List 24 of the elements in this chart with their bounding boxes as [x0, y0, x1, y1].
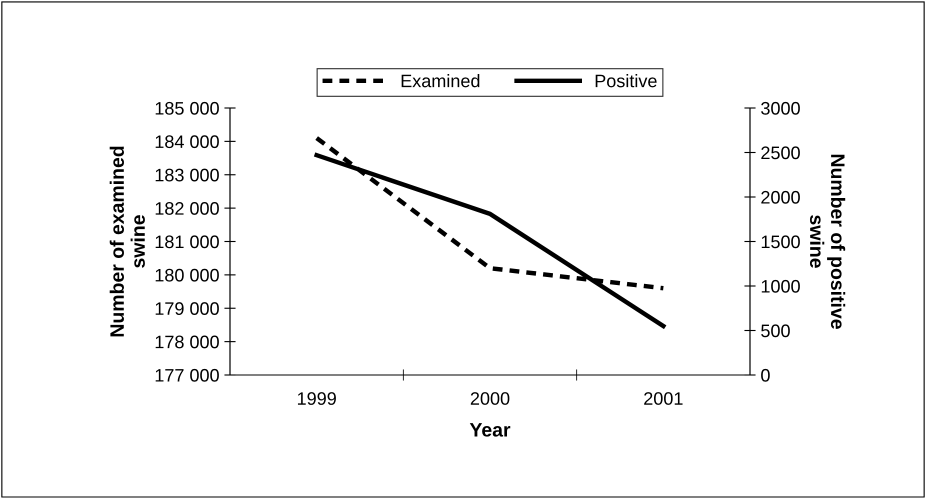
y-tick-label: 181 000 [156, 235, 219, 248]
x-tick-label: 2000 [470, 392, 510, 405]
y-tick-label: 177 000 [156, 368, 219, 382]
y2-tick-label: 1000 [762, 280, 800, 293]
y2-tick-label: 2500 [761, 146, 800, 160]
y-tick-label: 183 000 [156, 168, 219, 182]
y-tick-label: 185 000 [156, 102, 219, 115]
legend-label: Positive [596, 74, 657, 88]
x-axis-title: Year [470, 423, 510, 437]
y-tick-label: 179 000 [156, 302, 219, 315]
x-tick-label: 1999 [298, 392, 336, 405]
y2-tick-label: 0 [761, 368, 770, 382]
y-tick-label: 178 000 [156, 336, 219, 348]
y2-axis-title: Number of positive swine [810, 154, 846, 329]
y2-tick-label: 500 [761, 324, 790, 338]
y-tick-label: 184 000 [156, 135, 219, 148]
y2-tick-label: 1500 [762, 235, 800, 248]
y2-tick-label: 3000 [761, 102, 800, 115]
y-axis-title: Number of examined swine [110, 146, 145, 336]
legend-label: Examined [402, 74, 480, 88]
y-tick-label: 180 000 [156, 268, 219, 282]
x-tick-label: 2001 [644, 392, 683, 405]
y2-tick-label: 2000 [761, 190, 800, 204]
y-tick-label: 182 000 [156, 202, 219, 215]
